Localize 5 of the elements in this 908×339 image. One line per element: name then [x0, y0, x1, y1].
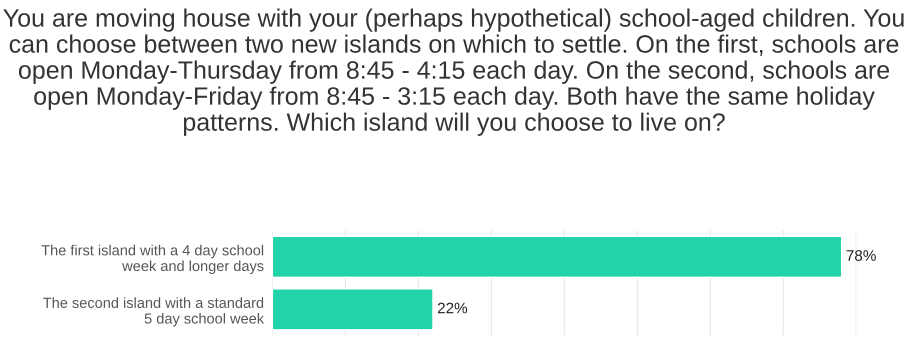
data-label: 22%: [438, 302, 468, 314]
chart-title: You are moving house with your (perhaps hypothetical) school-aged children. You can choose between two new islands on which to settle. On the first, schools are open Monday-Thursday from 8:45 - 4:15 each day. On the second, schools are open Monday-Friday from 8:45 - 3:15 each day. Both have the same holiday patterns. Which island will you choose to live on?: [3, 8, 904, 136]
y-tick-label: The first island with a 4 day school week and longer days: [42, 244, 264, 274]
y-tick-label: The second island with a standard 5 day school week: [43, 297, 264, 327]
data-label: 78%: [846, 250, 876, 261]
